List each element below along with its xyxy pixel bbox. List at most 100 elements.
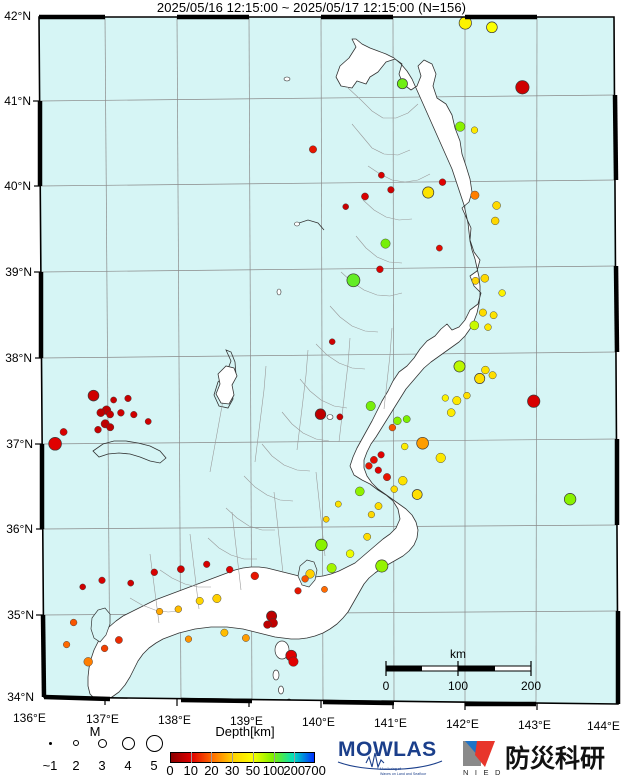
nied-mark-red xyxy=(475,741,495,767)
epicenter-marker xyxy=(117,409,125,417)
lat-tick-39: 39°N xyxy=(5,265,32,279)
epicenter-marker xyxy=(212,594,222,603)
magnitude-label-4: 4 xyxy=(124,758,132,773)
map-canvas: km 0 100 200 xyxy=(33,14,621,710)
lake-biwa xyxy=(90,607,111,643)
epicenter-marker xyxy=(401,442,409,451)
epicenter-marker xyxy=(365,462,373,470)
waveform-icon xyxy=(365,752,385,769)
epicenter-marker xyxy=(242,634,250,642)
epicenter-marker xyxy=(263,620,272,629)
epicenter-marker xyxy=(491,216,500,226)
offshore-islets xyxy=(276,76,334,420)
epicenter-marker xyxy=(527,394,541,408)
epicenter-marker xyxy=(411,489,423,500)
epicenter-marker xyxy=(345,549,355,558)
epicenter-marker xyxy=(489,311,498,320)
scale-bar-unit: km xyxy=(450,647,466,661)
epicenter-marker xyxy=(393,416,402,425)
epicenter-marker xyxy=(488,371,497,380)
epicenter-marker xyxy=(390,485,398,493)
depth-label-200: 200 xyxy=(283,763,306,778)
epicenter-marker xyxy=(98,576,106,584)
depth-tick-10 xyxy=(190,752,192,763)
epicenter-marker xyxy=(478,308,487,317)
epicenter-marker xyxy=(195,596,204,605)
epicenter-marker xyxy=(156,607,164,616)
epicenter-marker xyxy=(402,415,411,423)
epicenter-marker xyxy=(486,21,498,34)
magnitude-symbol-4 xyxy=(121,736,135,750)
depth-label-700: 700 xyxy=(304,763,326,778)
scale-tick-200: 200 xyxy=(521,679,541,693)
epicenter-marker xyxy=(115,636,123,644)
epicenter-marker xyxy=(309,145,317,154)
epicenter-marker xyxy=(470,190,480,200)
epicenter-marker xyxy=(63,641,71,649)
epicenter-marker xyxy=(79,583,86,591)
epicenter-marker xyxy=(563,493,577,506)
epicenter-marker xyxy=(469,320,480,331)
epicenter-marker xyxy=(374,466,382,474)
epicenter-marker xyxy=(336,413,344,421)
depth-tick-200 xyxy=(294,752,296,763)
epicenter-marker xyxy=(87,389,100,402)
lat-tick-42: 42°N xyxy=(4,9,31,23)
epicenter-marker xyxy=(59,428,68,436)
epicenter-marker xyxy=(453,360,466,373)
depth-label-100: 100 xyxy=(262,763,285,778)
map-frame xyxy=(33,14,621,710)
scale-tick-0: 0 xyxy=(383,679,390,693)
epicenter-marker xyxy=(452,396,462,406)
lon-tick-141: 141°E xyxy=(374,716,407,730)
epicenter-marker xyxy=(83,657,93,667)
sea-background xyxy=(39,17,618,704)
epicenter-marker xyxy=(498,289,506,297)
mowlas-tagline-2: Waves on Land and Seafloor xyxy=(380,772,427,776)
epicenter-marker xyxy=(363,532,372,541)
scale-tick-100: 100 xyxy=(448,679,468,693)
epicenter-marker xyxy=(380,238,391,249)
seismicity-map: km 0 100 200 xyxy=(0,9,623,711)
epicenter-marker xyxy=(315,538,328,552)
lon-tick-144: 144°E xyxy=(587,719,620,733)
depth-tick-50 xyxy=(252,752,254,763)
lon-tick-137: 137°E xyxy=(86,712,119,726)
epicenter-marker xyxy=(305,569,315,579)
nied-kanji: 防災科研 xyxy=(505,744,605,773)
epicenter-marker xyxy=(301,575,309,583)
epicenter-marker xyxy=(446,408,456,417)
epicenter-marker xyxy=(398,476,408,486)
epicenter-marker xyxy=(144,418,152,425)
lon-tick-142: 142°E xyxy=(446,717,479,731)
lat-tick-37: 37°N xyxy=(6,437,33,451)
epicenter-marker xyxy=(480,274,490,283)
magnitude-scale: ~1 2 3 4 5 xyxy=(0,726,170,773)
epicenter-marker xyxy=(375,559,389,573)
lat-tick-41: 41°N xyxy=(4,94,31,108)
epicenter-marker xyxy=(328,338,336,345)
magnitude-legend-title: M xyxy=(89,724,101,739)
magnitude-label-5: 5 xyxy=(150,758,158,773)
epicenter-marker xyxy=(130,411,138,419)
magnitude-label-approx1: ~1 xyxy=(42,758,58,773)
epicenter-marker xyxy=(355,486,365,497)
epicenter-marker xyxy=(484,323,492,331)
depth-tick-100 xyxy=(273,752,275,763)
lon-tick-136: 136°E xyxy=(13,711,46,725)
epicenter-marker xyxy=(250,571,259,581)
epicenter-marker xyxy=(474,373,486,384)
epicenter-marker xyxy=(326,563,337,574)
epicenter-marker xyxy=(388,423,397,432)
magnitude-symbol-approx1 xyxy=(48,741,52,745)
epicenter-marker xyxy=(455,121,466,132)
epicenter-marker xyxy=(441,394,449,402)
depth-legend-title: Depth[km] xyxy=(215,724,275,739)
epicenter-marker xyxy=(438,178,447,186)
lat-tick-34: 34°N xyxy=(7,690,34,704)
epicenter-marker xyxy=(100,644,109,653)
page-title: 2025/05/16 12:15:00 ~ 2025/05/17 12:15:0… xyxy=(156,0,467,15)
depth-label-50: 50 xyxy=(245,763,261,778)
epicenter-marker xyxy=(422,186,435,199)
epicenter-marker xyxy=(322,516,330,523)
